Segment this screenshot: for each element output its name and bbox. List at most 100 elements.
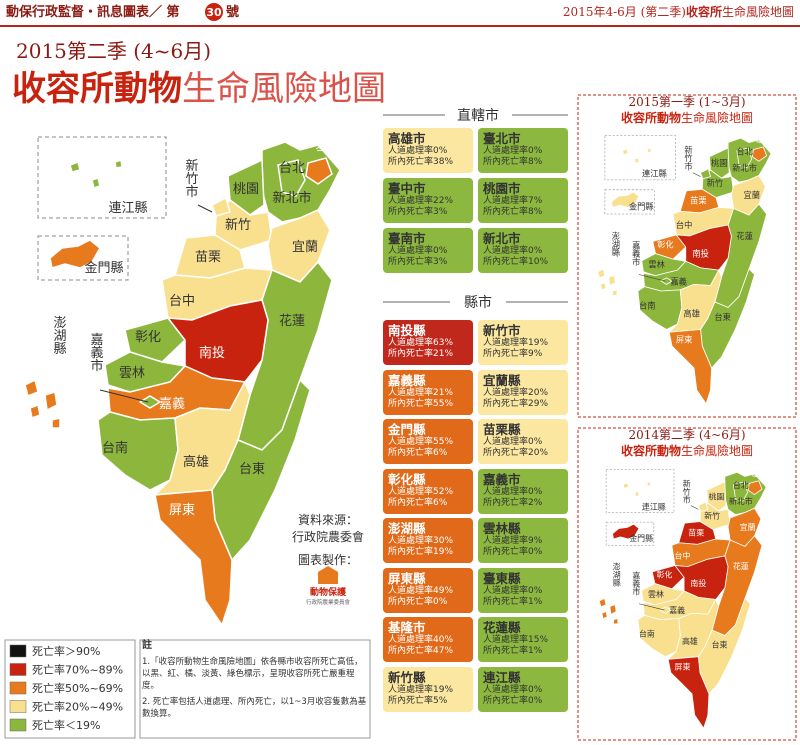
region — [659, 606, 672, 614]
region-label: 基隆市 — [756, 135, 781, 145]
legend-label: 死亡率＜19% — [32, 718, 100, 732]
region-label: 台東 — [712, 640, 728, 650]
card-line: 人道處理率49% — [388, 585, 454, 596]
region — [124, 317, 187, 363]
region-label: 連江縣 — [108, 201, 147, 216]
card-name: 新北市 — [483, 231, 521, 246]
region — [601, 611, 608, 620]
card-name: 臺東縣 — [483, 570, 521, 586]
card-line: 人道處理率19% — [483, 338, 549, 348]
region-label: 嘉義 — [159, 396, 185, 412]
legend-label: 死亡率＞90% — [32, 644, 100, 658]
leader-line — [690, 505, 699, 510]
card-name: 嘉義縣 — [388, 372, 426, 388]
region-label: 嘉義 — [670, 276, 687, 286]
legend-label: 死亡率50%~69% — [32, 681, 123, 695]
leader-line — [638, 274, 666, 282]
card-line: 所內死亡率2% — [483, 497, 543, 508]
legend: 死亡率＞90% 死亡率70%~89% 死亡率50%~69% 死亡率20%~49% 死亡率… — [9, 644, 123, 732]
card-name: 金門縣 — [388, 422, 426, 437]
region — [751, 146, 768, 162]
region-label: 新竹 — [707, 178, 724, 188]
legend-box — [4, 639, 136, 739]
region — [634, 490, 640, 498]
note-item: 1.「收容所動物生命風險地圖」依各縣市收容所死亡高低，以黑、紅、橘、淡黃、綠色標… — [142, 657, 363, 691]
region — [305, 157, 333, 185]
region-label: 屏東 — [169, 502, 195, 518]
region — [674, 555, 729, 600]
card-line: 人道處理率7% — [483, 196, 543, 206]
region — [660, 277, 673, 285]
region-label: 連江縣 — [642, 501, 666, 511]
region-label: 高雄 — [183, 454, 209, 470]
notes: 註 1.「收容所動物生命風險地圖」依各縣市收容所死亡高低，以黑、紅、橘、淡黃、綠… — [142, 640, 367, 720]
region-label: 台中 — [169, 294, 195, 309]
region — [651, 565, 685, 590]
region-label: 台中 — [675, 551, 691, 561]
info-card: 高雄市 人道處理率0% 所內死亡率38% — [383, 128, 473, 173]
card-line: 所內死亡率6% — [388, 448, 448, 458]
inset-title-rest: 生命風險地圖 — [681, 443, 753, 458]
header-bold: 收容所 — [686, 4, 722, 19]
info-card: 嘉義市 人道處理率0% 所內死亡率2% — [478, 468, 568, 514]
card-line: 所內死亡率1% — [483, 646, 543, 656]
card-line: 所內死亡率8% — [483, 207, 543, 217]
title-rest: 生命風險地圖 — [182, 69, 386, 109]
region — [44, 391, 58, 412]
series-prefix: 動保行政監督・訊息圖表／ 第 — [6, 4, 180, 20]
card-line: 所內死亡率29% — [483, 398, 549, 409]
card-line: 人道處理率52% — [388, 486, 454, 497]
region-label: 花蓮 — [736, 231, 753, 241]
inset-title-bold: 收容所動物 — [621, 110, 681, 125]
card-line: 所內死亡率38% — [388, 157, 454, 167]
region-label: 金門縣 — [629, 202, 654, 212]
region — [732, 481, 749, 502]
card-name: 澎湖縣 — [388, 521, 426, 536]
logo-sub: 行政院農業委員會 — [306, 598, 351, 606]
logo-icon — [318, 566, 338, 584]
made-by-label: 圖表製作： — [298, 553, 358, 567]
region-label: 高雄 — [682, 636, 698, 646]
card-line: 人道處理率0% — [483, 437, 543, 447]
region-label: 高雄 — [684, 308, 701, 318]
region-label: 新竹市 — [183, 158, 199, 198]
info-card: 新竹市 人道處理率19% 所內死亡率9% — [478, 320, 568, 365]
card-name: 臺南市 — [388, 231, 426, 246]
info-card: 新北市 人道處理率0% 所內死亡率10% — [478, 228, 568, 273]
region — [736, 147, 753, 169]
section-heading: 直轄市 — [457, 107, 499, 124]
card-line: 所內死亡率9% — [483, 349, 543, 359]
title-period: 2015第二季 (4~6月) — [16, 39, 211, 63]
region — [166, 299, 269, 383]
source-label: 資料來源： — [298, 513, 358, 527]
region-label: 新北市 — [729, 496, 753, 506]
info-card: 嘉義縣 人道處理率21% 所內死亡率55% — [383, 369, 473, 415]
region — [114, 159, 123, 169]
region-label: 屏東 — [675, 661, 691, 671]
region-label: 苗栗 — [195, 250, 221, 265]
notes-items: 1.「收容所動物生命風險地圖」依各縣市收容所死亡高低，以黑、紅、橘、淡黃、綠色標… — [142, 656, 367, 720]
card-line: 人道處理率40% — [388, 635, 454, 645]
card-line: 人道處理率63% — [388, 338, 454, 348]
island-box — [604, 189, 655, 215]
region-label: 台南 — [102, 440, 128, 456]
region — [634, 157, 640, 164]
region-label: 彰化 — [657, 240, 674, 250]
region — [598, 597, 607, 608]
region — [667, 656, 710, 730]
card-name: 宜蘭縣 — [483, 372, 521, 388]
card-name: 苗栗縣 — [483, 422, 521, 437]
card-line: 所內死亡率55% — [388, 398, 454, 409]
region-label: 嘉義市 — [632, 571, 641, 597]
card-name: 基隆市 — [388, 620, 426, 635]
note-item: 2. 死亡率包括人道處理、所內死亡，以1~3月收容隻數為基數換算。 — [142, 697, 367, 719]
region-label: 彰化 — [657, 570, 673, 580]
region-label: 連江縣 — [642, 169, 667, 179]
region-label: 雲林 — [648, 589, 664, 599]
card-line: 人道處理率20% — [483, 387, 549, 398]
region-label: 澎湖縣 — [611, 231, 621, 257]
region-label: 花蓮 — [733, 561, 749, 571]
